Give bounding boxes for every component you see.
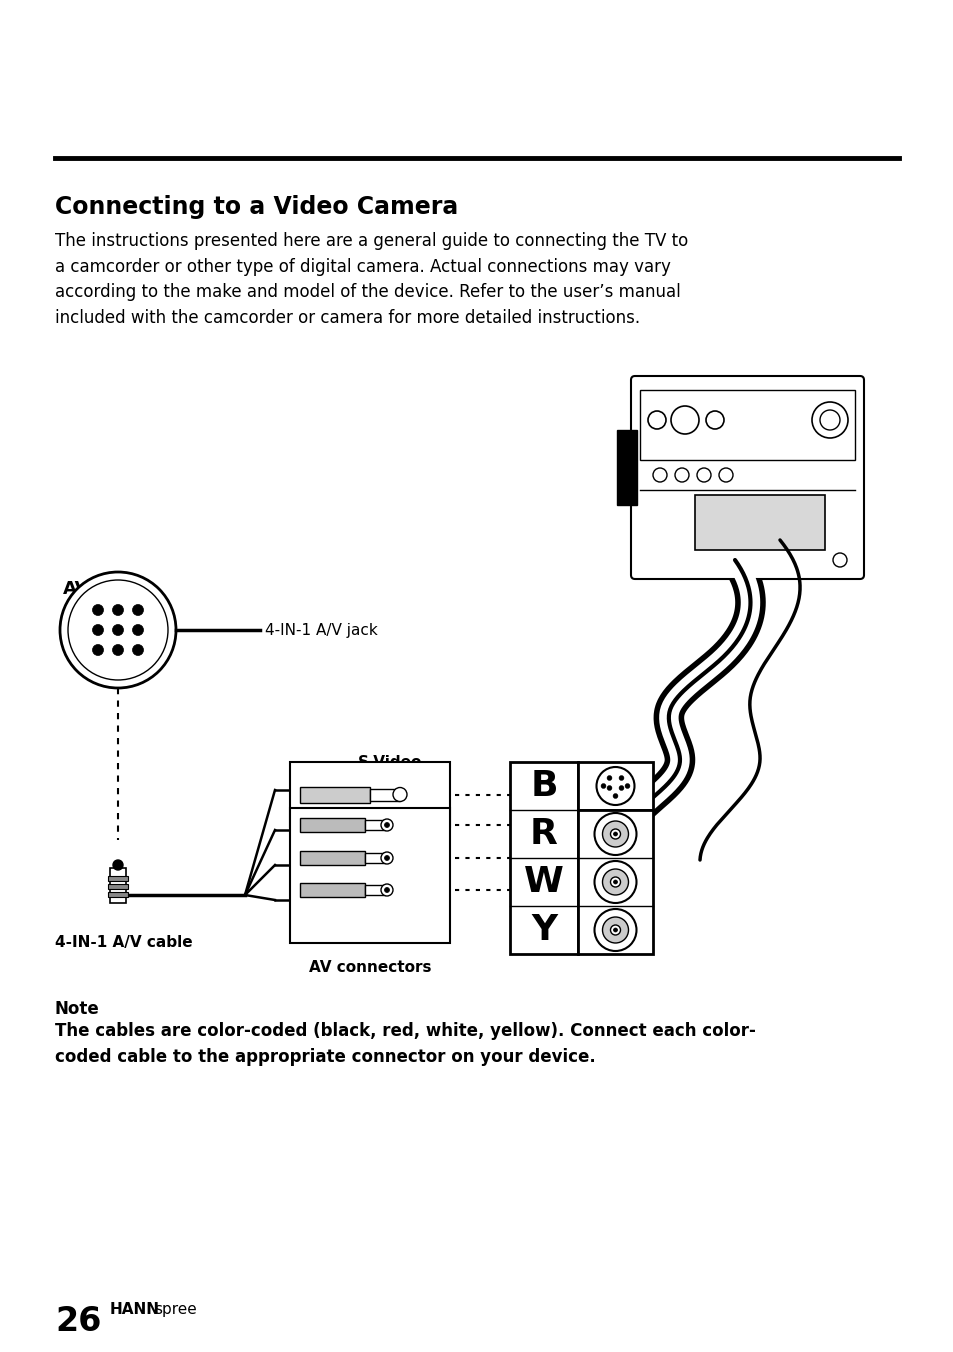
Circle shape	[112, 604, 123, 615]
Circle shape	[610, 829, 619, 840]
Bar	[578, 763, 652, 810]
Circle shape	[606, 786, 612, 791]
Text: AV2: AV2	[63, 580, 102, 598]
Text: R: R	[530, 817, 558, 850]
Text: 4-IN-1 A/V cable: 4-IN-1 A/V cable	[55, 936, 193, 950]
Text: HANN: HANN	[110, 1302, 160, 1317]
Circle shape	[594, 861, 636, 903]
FancyBboxPatch shape	[630, 376, 863, 579]
Text: 26: 26	[55, 1305, 101, 1338]
Circle shape	[602, 869, 628, 895]
Bar	[290, 808, 450, 942]
Circle shape	[613, 880, 617, 884]
Circle shape	[112, 645, 123, 656]
Circle shape	[596, 767, 634, 804]
Text: The instructions presented here are a general guide to connecting the TV to
a ca: The instructions presented here are a ge…	[55, 233, 687, 327]
Circle shape	[92, 604, 103, 615]
Bar	[617, 430, 637, 506]
Bar	[299, 850, 365, 865]
Circle shape	[384, 822, 389, 827]
Circle shape	[613, 831, 617, 836]
Circle shape	[624, 784, 629, 788]
Bar	[365, 886, 385, 895]
Circle shape	[380, 819, 393, 831]
Bar	[365, 853, 385, 863]
Bar	[110, 868, 126, 903]
Bar	[299, 787, 370, 803]
Circle shape	[92, 645, 103, 656]
Circle shape	[618, 786, 623, 791]
Bar	[639, 389, 854, 460]
Bar	[108, 876, 128, 882]
Circle shape	[613, 927, 617, 932]
Text: Y: Y	[531, 913, 557, 946]
Circle shape	[132, 645, 143, 656]
Circle shape	[384, 856, 389, 860]
Bar	[365, 821, 385, 830]
Circle shape	[393, 787, 407, 802]
Text: 4-IN-1 A/V jack: 4-IN-1 A/V jack	[265, 623, 377, 638]
Circle shape	[602, 821, 628, 846]
Circle shape	[380, 884, 393, 896]
Text: AV connectors: AV connectors	[309, 960, 431, 975]
Circle shape	[594, 813, 636, 854]
Circle shape	[606, 776, 612, 780]
Bar	[108, 884, 128, 890]
Circle shape	[610, 877, 619, 887]
Text: Connecting to a Video Camera: Connecting to a Video Camera	[55, 195, 457, 219]
Bar	[299, 818, 365, 831]
Circle shape	[132, 604, 143, 615]
Circle shape	[594, 909, 636, 950]
Text: S-Video
connector: S-Video connector	[357, 754, 443, 787]
Text: B: B	[530, 769, 558, 803]
Circle shape	[112, 860, 123, 869]
Circle shape	[60, 572, 175, 688]
Circle shape	[112, 625, 123, 635]
Circle shape	[618, 776, 623, 780]
Bar	[290, 763, 450, 827]
Circle shape	[380, 852, 393, 864]
Circle shape	[602, 917, 628, 942]
Bar	[108, 892, 128, 896]
Text: Note: Note	[55, 1000, 100, 1018]
Bar	[695, 495, 824, 550]
Text: W: W	[523, 865, 563, 899]
Circle shape	[132, 625, 143, 635]
Bar	[299, 883, 365, 896]
Text: spree: spree	[153, 1302, 196, 1317]
Bar	[578, 810, 652, 955]
Text: The cables are color-coded (black, red, white, yellow). Connect each color-
code: The cables are color-coded (black, red, …	[55, 1022, 755, 1065]
Circle shape	[384, 887, 389, 892]
Circle shape	[600, 784, 605, 788]
Circle shape	[610, 925, 619, 936]
Circle shape	[613, 794, 618, 799]
Circle shape	[92, 625, 103, 635]
Bar	[510, 763, 578, 955]
Bar	[370, 788, 399, 800]
